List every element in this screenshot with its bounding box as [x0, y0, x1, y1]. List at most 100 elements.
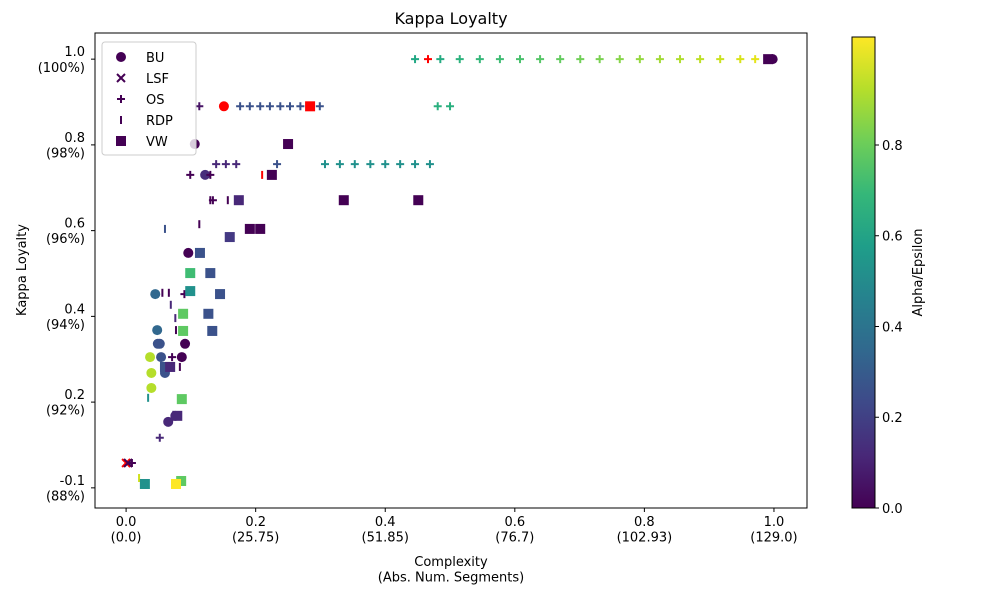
point [172, 410, 183, 421]
point [276, 102, 285, 111]
point [165, 361, 176, 372]
point [155, 433, 164, 442]
colorbar-tick-label: 0.6 [882, 230, 903, 245]
y-axis-label: Kappa Loyalty [15, 224, 30, 316]
legend-marker [116, 73, 126, 83]
point [350, 160, 359, 169]
point [176, 475, 187, 486]
point [170, 478, 181, 489]
point [152, 325, 163, 336]
y-tick-label: 0.4 (94%) [46, 302, 85, 333]
legend-box [101, 41, 197, 156]
point [446, 102, 455, 111]
point [205, 268, 216, 279]
legend: BU LSF OS RDP VW [101, 41, 197, 156]
point [121, 458, 131, 468]
point [212, 160, 221, 169]
colorbar-tick-label: 0.4 [882, 320, 903, 335]
point [315, 102, 324, 111]
colorbar [851, 36, 876, 509]
points [121, 54, 778, 489]
point [676, 55, 685, 64]
point [236, 102, 245, 111]
point [256, 102, 265, 111]
point [224, 232, 235, 243]
point [536, 55, 545, 64]
point [338, 195, 349, 206]
point [265, 102, 274, 111]
point [232, 160, 241, 169]
point [195, 102, 204, 111]
legend-label: LSF [146, 72, 169, 87]
point [424, 55, 433, 64]
point [180, 338, 191, 349]
point [763, 54, 774, 65]
point [200, 169, 211, 180]
point [233, 195, 244, 206]
point [183, 247, 194, 258]
point [495, 55, 504, 64]
point [286, 102, 295, 111]
point [335, 160, 344, 169]
point [176, 394, 187, 405]
x-tick-label: 1.0 (129.0) [750, 515, 797, 546]
point [176, 352, 187, 363]
point [515, 55, 524, 64]
point [244, 223, 255, 234]
point [150, 289, 161, 300]
point [396, 160, 405, 169]
y-tick-label: -0.1 (88%) [46, 474, 85, 505]
x-tick-label: 0.2 (25.75) [232, 515, 279, 546]
point [146, 382, 157, 393]
point [655, 55, 664, 64]
point [185, 286, 196, 297]
point [145, 352, 156, 363]
legend-marker [117, 95, 125, 103]
colorbar-tick-label: 0.2 [882, 411, 903, 426]
y-tick-label: 0.2 (92%) [46, 388, 85, 419]
colorbar-tick-label: 0.0 [882, 502, 903, 517]
colorbar-label: Alpha/Epsilon [911, 229, 926, 317]
point [595, 55, 604, 64]
point [366, 160, 375, 169]
legend-marker [116, 136, 126, 146]
x-tick-label: 0.4 (51.85) [362, 515, 409, 546]
legend-label: OS [146, 93, 164, 108]
point [716, 55, 725, 64]
point [425, 160, 434, 169]
point [206, 170, 215, 179]
x-tick-label: 0.6 (76.7) [495, 515, 534, 546]
point [221, 160, 230, 169]
point [146, 367, 157, 378]
legend-label: RDP [146, 114, 173, 129]
point [635, 55, 644, 64]
point [556, 55, 565, 64]
point [296, 102, 305, 111]
point [127, 458, 136, 467]
point [207, 325, 218, 336]
colorbar-tick-label: 0.8 [882, 139, 903, 154]
point [413, 195, 424, 206]
point [455, 55, 464, 64]
point [245, 102, 254, 111]
point [736, 55, 745, 64]
point [433, 102, 442, 111]
point [163, 416, 174, 427]
point [381, 160, 390, 169]
point [218, 101, 229, 112]
point [154, 338, 165, 349]
point [159, 361, 170, 372]
legend-label: BU [146, 51, 164, 66]
point [178, 325, 189, 336]
point [411, 55, 420, 64]
point [615, 55, 624, 64]
x-tick-label: 0.8 (102.93) [617, 515, 673, 546]
point [273, 160, 282, 169]
chart-title: Kappa Loyalty [394, 9, 507, 28]
legend-marker [116, 52, 126, 62]
y-tick-label: 0.8 (98%) [46, 131, 85, 162]
point [576, 55, 585, 64]
point [194, 247, 205, 258]
legend-label: VW [146, 135, 168, 150]
point [320, 160, 329, 169]
